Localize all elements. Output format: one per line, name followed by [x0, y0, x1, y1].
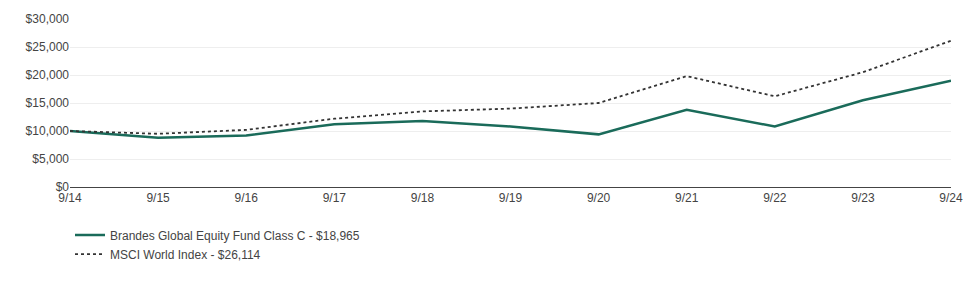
svg-text:9/24: 9/24 [939, 191, 963, 205]
svg-text:MSCI World Index - $26,114: MSCI World Index - $26,114 [110, 248, 261, 262]
svg-text:$5,000: $5,000 [32, 152, 69, 166]
svg-text:$0: $0 [56, 180, 70, 194]
svg-text:$30,000: $30,000 [26, 12, 70, 26]
svg-text:$10,000: $10,000 [26, 124, 70, 138]
svg-text:9/16: 9/16 [235, 191, 259, 205]
svg-text:9/22: 9/22 [763, 191, 787, 205]
svg-text:Brandes Global Equity Fund Cla: Brandes Global Equity Fund Class C - $18… [110, 229, 360, 243]
svg-text:$20,000: $20,000 [26, 68, 70, 82]
svg-text:9/15: 9/15 [146, 191, 170, 205]
svg-text:9/18: 9/18 [411, 191, 435, 205]
svg-text:$25,000: $25,000 [26, 40, 70, 54]
svg-text:9/19: 9/19 [499, 191, 523, 205]
svg-text:9/23: 9/23 [851, 191, 875, 205]
svg-text:9/17: 9/17 [323, 191, 347, 205]
svg-text:9/14: 9/14 [58, 191, 82, 205]
svg-text:$15,000: $15,000 [26, 96, 70, 110]
svg-text:9/21: 9/21 [675, 191, 699, 205]
svg-text:9/20: 9/20 [587, 191, 611, 205]
